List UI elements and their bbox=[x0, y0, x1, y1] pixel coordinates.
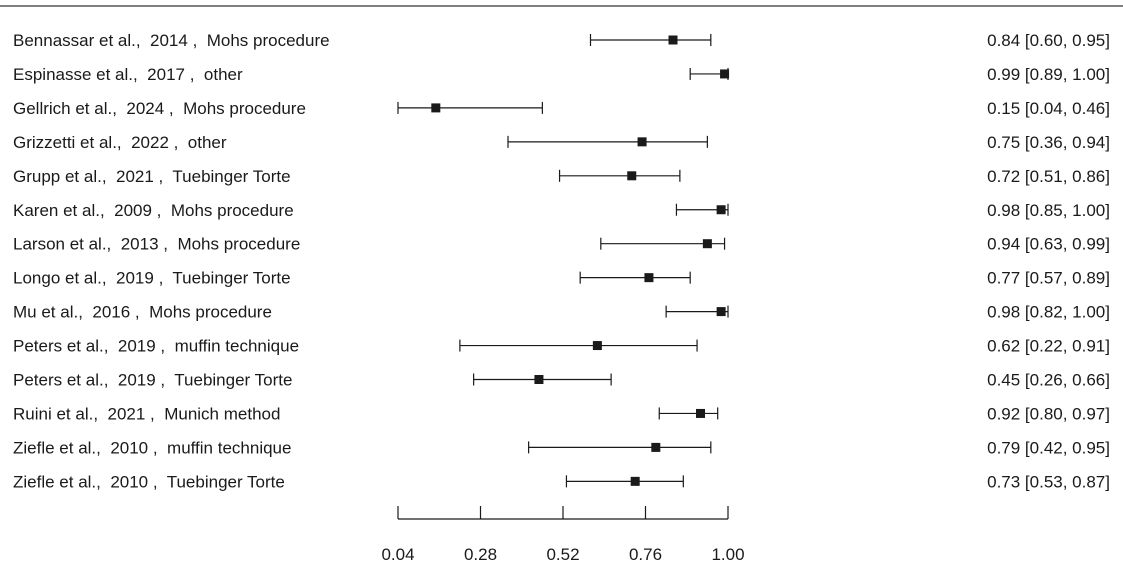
point-estimate-marker bbox=[720, 69, 730, 79]
point-estimate-marker bbox=[644, 273, 654, 283]
study-label: Bennassar et al., 2014 , Mohs procedure bbox=[13, 31, 330, 50]
x-axis: 0.04 0.28 0.52 0.76 1.00 bbox=[381, 506, 745, 564]
estimate-ci-text: 0.84 [0.60, 0.95] bbox=[987, 31, 1110, 50]
point-estimate-marker bbox=[592, 341, 602, 351]
point-estimate-marker bbox=[534, 375, 544, 384]
study-label: Ruini et al., 2021 , Munich method bbox=[13, 404, 280, 423]
estimate-ci-text: 0.75 [0.36, 0.94] bbox=[987, 133, 1110, 152]
study-row: Ruini et al., 2021 , Munich method 0.92 [… bbox=[13, 404, 1110, 423]
estimate-ci-text: 0.99 [0.89, 1.00] bbox=[987, 65, 1110, 84]
x-tick-label: 0.76 bbox=[629, 545, 662, 564]
study-row: Peters et al., 2019 , Tuebinger Torte 0.4… bbox=[13, 371, 1110, 390]
study-label: Grupp et al., 2021 , Tuebinger Torte bbox=[13, 167, 291, 186]
study-row: Ziefle et al., 2010 , muffin technique 0.… bbox=[13, 438, 1110, 457]
point-estimate-marker bbox=[627, 171, 637, 181]
study-label: Ziefle et al., 2010 , Tuebinger Torte bbox=[13, 472, 285, 491]
study-label: Karen et al., 2009 , Mohs procedure bbox=[13, 201, 294, 220]
study-label: Espinasse et al., 2017 , other bbox=[13, 65, 243, 84]
study-row: Bennassar et al., 2014 , Mohs procedure 0… bbox=[13, 31, 1110, 50]
study-row: Karen et al., 2009 , Mohs procedure 0.98 … bbox=[13, 201, 1110, 220]
study-label: Gellrich et al., 2024 , Mohs procedure bbox=[13, 99, 306, 118]
estimate-ci-text: 0.62 [0.22, 0.91] bbox=[987, 337, 1110, 356]
point-estimate-marker bbox=[716, 307, 726, 317]
x-tick-label: 0.52 bbox=[546, 545, 579, 564]
point-estimate-marker bbox=[702, 239, 712, 249]
point-estimate-marker bbox=[630, 476, 640, 486]
study-rows: Bennassar et al., 2014 , Mohs procedure 0… bbox=[13, 31, 1110, 491]
study-label: Ziefle et al., 2010 , muffin technique bbox=[13, 438, 291, 457]
point-estimate-marker bbox=[668, 35, 678, 45]
estimate-ci-text: 0.94 [0.63, 0.99] bbox=[987, 235, 1110, 254]
study-label: Larson et al., 2013 , Mohs procedure bbox=[13, 235, 300, 254]
study-row: Grupp et al., 2021 , Tuebinger Torte 0.72… bbox=[13, 167, 1110, 186]
estimate-ci-text: 0.79 [0.42, 0.95] bbox=[987, 438, 1110, 457]
estimate-ci-text: 0.98 [0.85, 1.00] bbox=[987, 201, 1110, 220]
study-label: Peters et al., 2019 , Tuebinger Torte bbox=[13, 371, 292, 390]
study-row: Peters et al., 2019 , muffin technique 0.… bbox=[13, 337, 1110, 356]
estimate-ci-text: 0.77 [0.57, 0.89] bbox=[987, 269, 1110, 288]
x-tick-label: 1.00 bbox=[711, 545, 744, 564]
study-row: Longo et al., 2019 , Tuebinger Torte 0.77… bbox=[13, 269, 1110, 288]
study-row: Larson et al., 2013 , Mohs procedure 0.94… bbox=[13, 235, 1110, 254]
point-estimate-marker bbox=[431, 103, 441, 113]
study-label: Mu et al., 2016 , Mohs procedure bbox=[13, 303, 272, 322]
estimate-ci-text: 0.73 [0.53, 0.87] bbox=[987, 472, 1110, 491]
study-row: Gellrich et al., 2024 , Mohs procedure 0.… bbox=[13, 99, 1110, 118]
estimate-ci-text: 0.72 [0.51, 0.86] bbox=[987, 167, 1110, 186]
estimate-ci-text: 0.98 [0.82, 1.00] bbox=[987, 303, 1110, 322]
point-estimate-marker bbox=[696, 408, 705, 418]
study-label: Peters et al., 2019 , muffin technique bbox=[13, 337, 299, 356]
point-estimate-marker bbox=[637, 137, 647, 147]
estimate-ci-text: 0.15 [0.04, 0.46] bbox=[987, 99, 1110, 118]
study-label: Grizzetti et al., 2022 , other bbox=[13, 133, 227, 152]
study-row: Ziefle et al., 2010 , Tuebinger Torte 0.7… bbox=[13, 472, 1110, 491]
x-tick-label: 0.28 bbox=[464, 545, 497, 564]
study-row: Grizzetti et al., 2022 , other 0.75 [0.36… bbox=[13, 133, 1110, 152]
estimate-ci-text: 0.45 [0.26, 0.66] bbox=[987, 371, 1110, 390]
study-row: Espinasse et al., 2017 , other 0.99 [0.89… bbox=[13, 65, 1110, 84]
point-estimate-marker bbox=[651, 442, 661, 452]
point-estimate-marker bbox=[716, 205, 726, 215]
estimate-ci-text: 0.92 [0.80, 0.97] bbox=[987, 404, 1110, 423]
study-row: Mu et al., 2016 , Mohs procedure 0.98 [0.… bbox=[13, 303, 1110, 322]
study-label: Longo et al., 2019 , Tuebinger Torte bbox=[13, 269, 291, 288]
x-tick-label: 0.04 bbox=[381, 545, 414, 564]
